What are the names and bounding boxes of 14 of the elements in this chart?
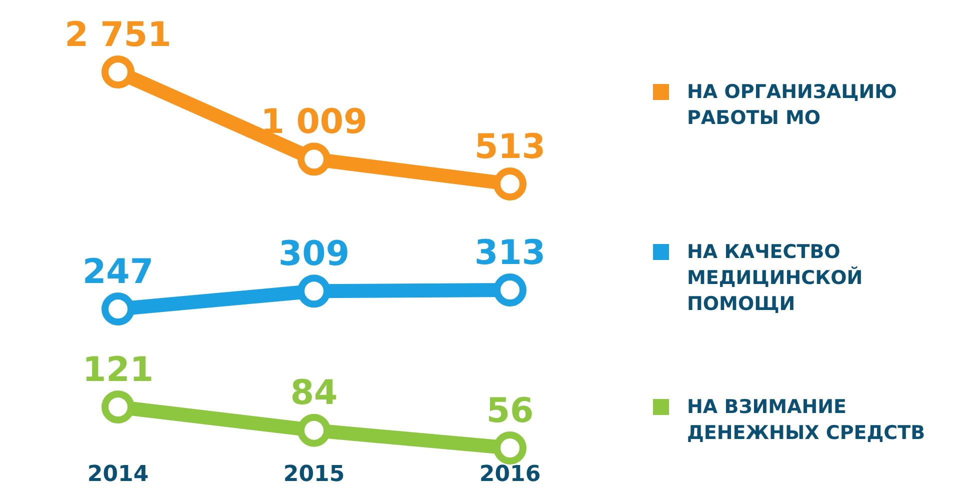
legend-label: НА КАЧЕСТВО МЕДИЦИНСКОЙ ПОМОЩИ xyxy=(687,240,864,316)
x-tick-label: 2016 xyxy=(479,462,541,487)
data-label: 84 xyxy=(290,373,338,414)
x-tick-label: 2014 xyxy=(87,462,149,487)
data-label: 309 xyxy=(278,234,350,274)
legend-label: НА ВЗИМАНИЕ ДЕНЕЖНЫХ СРЕДСТВ xyxy=(687,395,926,446)
legend-label: НА ОРГАНИЗАЦИЮ РАБОТЫ МО xyxy=(687,80,898,131)
data-label: 2 751 xyxy=(64,14,172,55)
data-label: 313 xyxy=(474,232,546,273)
data-label: 56 xyxy=(486,390,534,431)
data-label: 513 xyxy=(474,126,546,167)
data-label: 247 xyxy=(82,252,154,292)
data-label: 121 xyxy=(82,350,154,390)
x-tick-label: 2015 xyxy=(283,462,345,487)
